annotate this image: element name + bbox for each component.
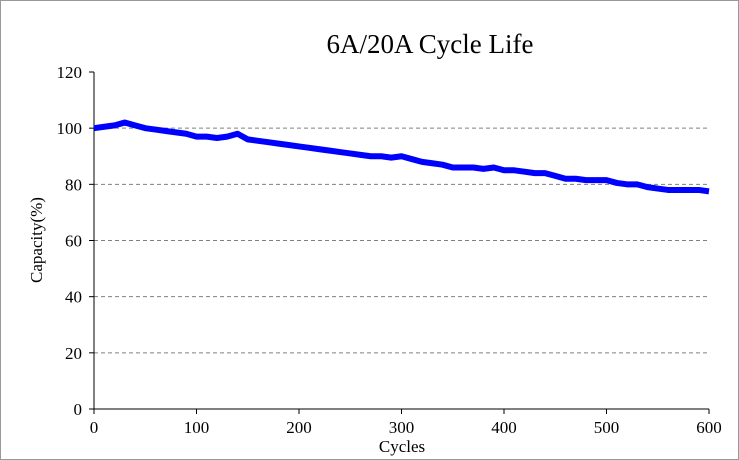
x-axis-label: Cycles [379, 437, 425, 456]
x-tick-label: 200 [286, 418, 312, 437]
x-tick-label: 400 [491, 418, 517, 437]
y-tick-label: 0 [74, 400, 83, 419]
chart-title: 6A/20A Cycle Life [327, 29, 534, 59]
x-tick-label: 100 [184, 418, 210, 437]
y-tick-label: 60 [65, 232, 82, 251]
x-tick-label: 300 [389, 418, 415, 437]
y-axis-label: Capacity(%) [27, 197, 46, 283]
y-tick-label: 100 [57, 119, 83, 138]
x-tick-label: 500 [594, 418, 620, 437]
y-tick-label: 20 [65, 344, 82, 363]
y-tick-label: 80 [65, 175, 82, 194]
y-tick-label: 40 [65, 288, 82, 307]
data-line [93, 119, 710, 195]
x-tick-label: 0 [90, 418, 99, 437]
x-tick-label: 600 [696, 418, 722, 437]
y-tick-label: 120 [57, 63, 83, 82]
